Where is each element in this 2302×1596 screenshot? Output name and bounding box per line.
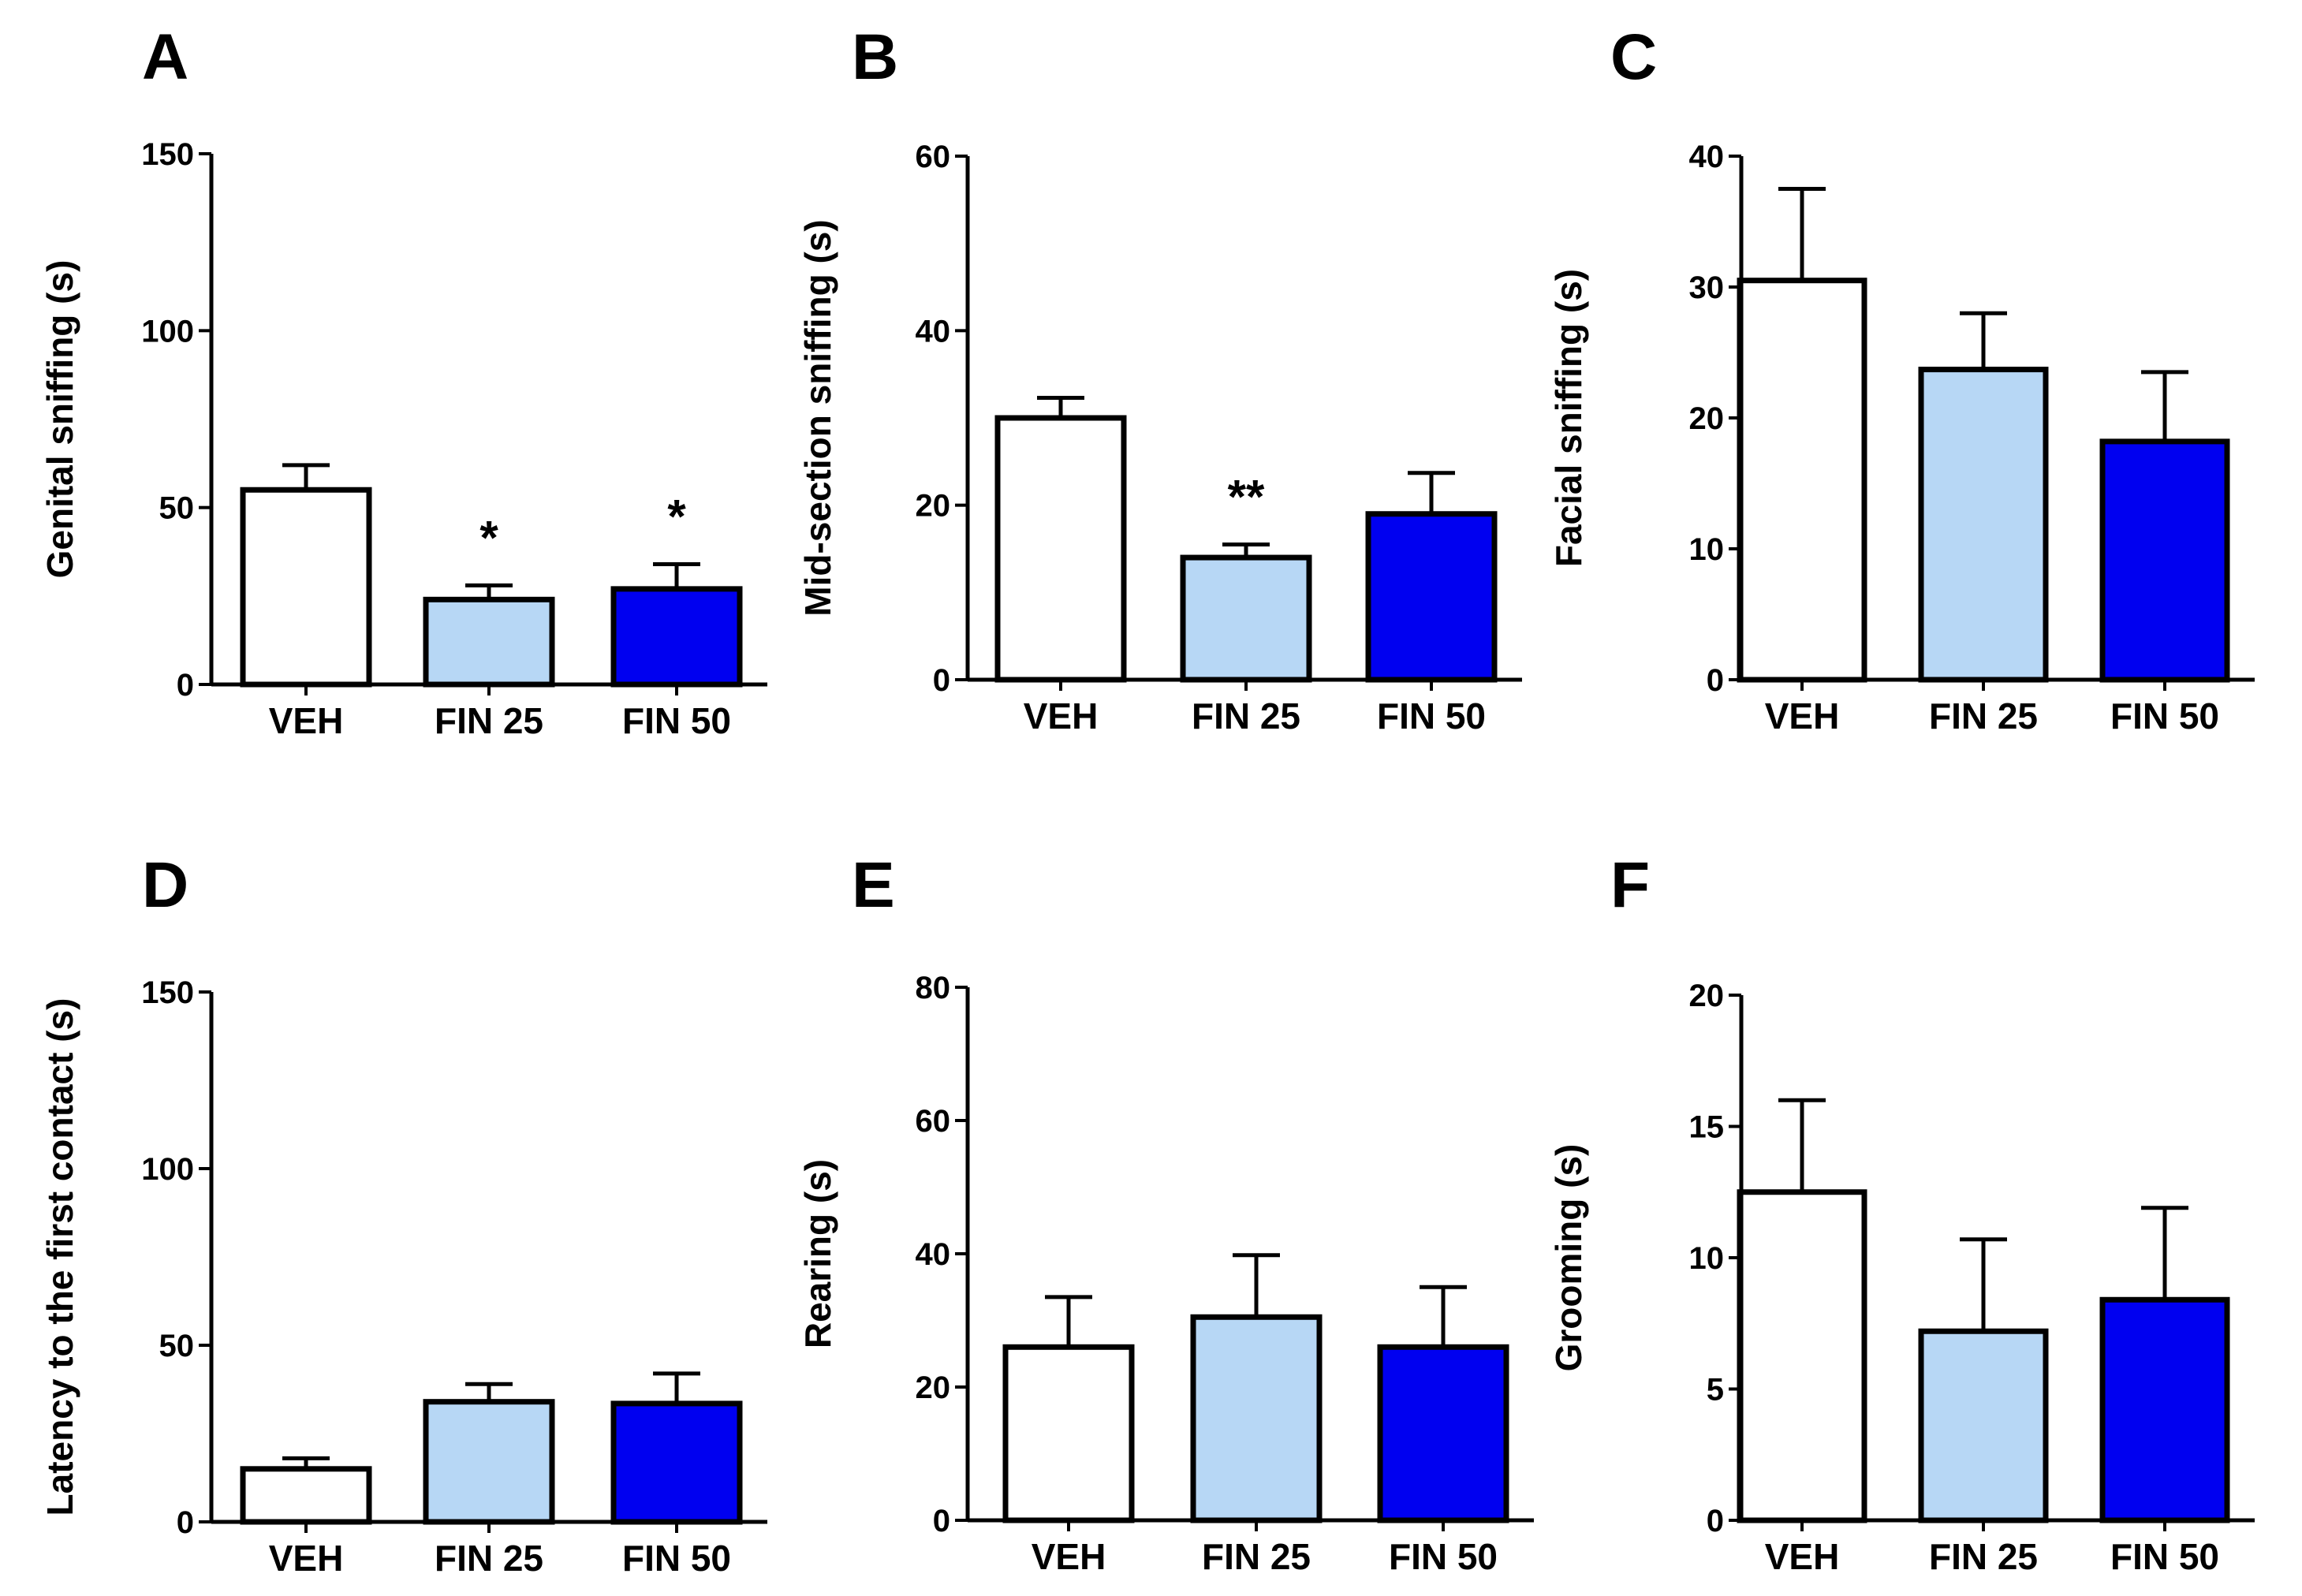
y-tick-label: 30 bbox=[1689, 270, 1725, 305]
panel-letter: F bbox=[1610, 849, 1650, 921]
y-tick-label: 80 bbox=[916, 971, 951, 1005]
y-axis-title: Latency to the first contact (s) bbox=[39, 998, 80, 1516]
category-label: FIN 25 bbox=[1202, 1536, 1311, 1577]
bar-fin-50 bbox=[1377, 1344, 1509, 1523]
category-label: FIN 25 bbox=[435, 1538, 543, 1579]
bar-fin-25 bbox=[423, 596, 555, 688]
y-tick-label: 20 bbox=[916, 489, 951, 524]
panel-c: C VEH FIN 25 FIN 50 0 10 20 30 40 Facial sniffing… bbox=[1548, 21, 2255, 736]
y-tick-label: 60 bbox=[916, 140, 951, 174]
category-label: VEH bbox=[269, 1538, 344, 1579]
category-label: FIN 50 bbox=[2110, 1536, 2219, 1577]
y-tick-label: 0 bbox=[933, 1504, 950, 1538]
y-tick-label: 50 bbox=[159, 491, 195, 526]
y-axis-title: Facial sniffing (s) bbox=[1548, 269, 1589, 567]
panel-letter: D bbox=[142, 849, 188, 921]
y-tick-label: 100 bbox=[141, 1152, 194, 1187]
y-tick-label: 0 bbox=[1707, 1504, 1724, 1538]
y-tick-label: 40 bbox=[916, 314, 951, 349]
y-tick-label: 100 bbox=[141, 314, 194, 349]
y-tick-label: 150 bbox=[141, 975, 194, 1010]
bar-veh bbox=[240, 1466, 372, 1525]
y-tick-label: 20 bbox=[1689, 401, 1725, 436]
bar-fin-25 bbox=[1918, 1328, 2049, 1523]
category-label: FIN 50 bbox=[2110, 695, 2219, 736]
category-label: VEH bbox=[1765, 1536, 1840, 1577]
category-label: VEH bbox=[1032, 1536, 1106, 1577]
category-label: FIN 50 bbox=[622, 1538, 731, 1579]
y-tick-label: 5 bbox=[1707, 1373, 1724, 1408]
bar-veh bbox=[994, 415, 1127, 683]
panel-letter: E bbox=[852, 849, 895, 921]
y-tick-label: 40 bbox=[1689, 140, 1725, 174]
category-label: FIN 50 bbox=[1377, 695, 1486, 736]
y-tick-label: 0 bbox=[177, 1505, 194, 1540]
bar-fin-50 bbox=[1365, 511, 1498, 683]
bar-fin-25 bbox=[1180, 554, 1312, 683]
y-axis-title: Grooming (s) bbox=[1548, 1144, 1589, 1372]
panel-f: F VEH FIN 25 FIN 50 0 5 10 15 20 Grooming (s) bbox=[1548, 849, 2255, 1577]
bar-fin-50 bbox=[610, 1400, 743, 1525]
y-tick-label: 10 bbox=[1689, 532, 1725, 567]
panel-e: E VEH FIN 25 FIN 50 0 20 40 60 80 Rearing (s) bbox=[797, 849, 1534, 1577]
y-tick-label: 40 bbox=[916, 1237, 951, 1272]
significance-marker: * bbox=[667, 490, 686, 543]
bar-fin-25 bbox=[1190, 1314, 1323, 1523]
panel-d: D VEH FIN 25 FIN 50 0 50 100 150 Latency to the … bbox=[39, 849, 767, 1579]
y-tick-label: 10 bbox=[1689, 1241, 1725, 1276]
category-label: FIN 50 bbox=[1389, 1536, 1498, 1577]
bar-veh bbox=[240, 487, 372, 688]
y-tick-label: 150 bbox=[141, 137, 194, 172]
y-tick-label: 0 bbox=[177, 668, 194, 703]
y-tick-label: 60 bbox=[916, 1104, 951, 1139]
panel-b: B VEH ** FIN 25 FIN 50 0 20 40 60 Mid-section sni… bbox=[797, 21, 1522, 736]
panel-a: A VEH * FIN 25 * FIN 50 0 50 100 150 Genital sniff… bbox=[39, 21, 767, 741]
significance-marker: ** bbox=[1228, 470, 1265, 523]
panel-letter: A bbox=[142, 21, 188, 93]
panel-letter: B bbox=[852, 21, 898, 93]
panel-letter: C bbox=[1610, 21, 1657, 93]
bar-veh bbox=[1002, 1344, 1135, 1523]
category-label: FIN 25 bbox=[1192, 695, 1300, 736]
category-label: VEH bbox=[1765, 695, 1840, 736]
category-label: VEH bbox=[1024, 695, 1099, 736]
y-tick-label: 0 bbox=[933, 663, 950, 698]
bar-fin-50 bbox=[610, 586, 743, 688]
bar-fin-25 bbox=[423, 1399, 555, 1525]
category-label: FIN 25 bbox=[435, 700, 543, 741]
bar-fin-50 bbox=[2099, 1296, 2230, 1523]
bar-fin-50 bbox=[2099, 438, 2230, 683]
y-axis-title: Rearing (s) bbox=[797, 1159, 838, 1348]
category-label: FIN 25 bbox=[1929, 695, 2038, 736]
bar-fin-25 bbox=[1918, 367, 2049, 683]
significance-marker: * bbox=[479, 511, 498, 564]
y-tick-label: 15 bbox=[1689, 1110, 1725, 1145]
y-tick-label: 50 bbox=[159, 1329, 195, 1363]
bar-veh bbox=[1737, 1189, 1867, 1523]
y-tick-label: 20 bbox=[1689, 979, 1725, 1013]
y-axis-title: Mid-section sniffing (s) bbox=[797, 219, 838, 616]
y-axis-title: Genital sniffing (s) bbox=[39, 260, 80, 579]
bar-veh bbox=[1737, 278, 1867, 683]
y-tick-label: 20 bbox=[916, 1370, 951, 1405]
category-label: FIN 25 bbox=[1929, 1536, 2038, 1577]
category-label: FIN 50 bbox=[622, 700, 731, 741]
category-label: VEH bbox=[269, 700, 344, 741]
y-tick-label: 0 bbox=[1707, 663, 1724, 698]
